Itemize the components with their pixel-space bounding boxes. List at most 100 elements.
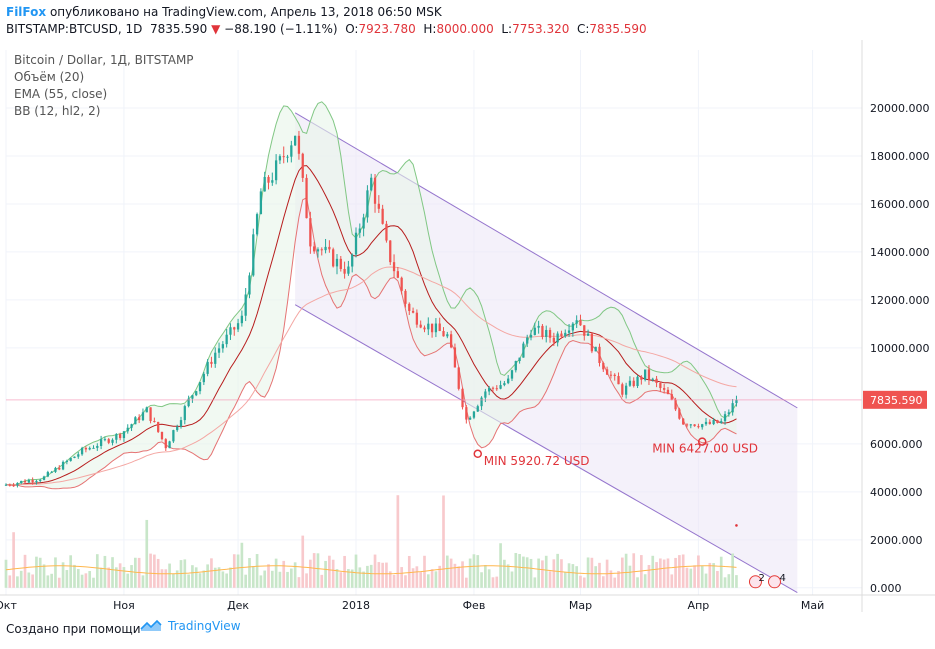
volume-bar bbox=[415, 566, 419, 588]
channel-lower-line bbox=[294, 304, 798, 594]
volume-bar bbox=[172, 573, 175, 588]
event-flag-icon bbox=[767, 575, 781, 589]
candle-body bbox=[115, 434, 118, 440]
candle-body bbox=[259, 191, 263, 215]
price-tick-label: 10000.000 bbox=[870, 342, 930, 355]
candle-body bbox=[244, 294, 247, 316]
candle-body bbox=[651, 378, 654, 380]
volume-bar bbox=[575, 566, 578, 588]
volume-bar bbox=[723, 577, 727, 588]
candle-body bbox=[640, 376, 643, 380]
candle-body bbox=[271, 180, 274, 183]
volume-bar bbox=[453, 563, 457, 588]
volume-bar bbox=[244, 574, 248, 588]
volume-bar bbox=[320, 574, 324, 588]
volume-bar bbox=[373, 554, 377, 588]
volume-bar bbox=[567, 563, 571, 588]
price-chart[interactable]: 7835.590 MIN 5920.72 USD MIN 6427.00 USD 2 4… bbox=[0, 40, 935, 612]
ohlc-line: BITSTAMP:BTCUSD, 1D 7835.590 ▼ −88.190 (… bbox=[6, 22, 647, 36]
candle-body bbox=[571, 323, 575, 331]
candle-body bbox=[54, 467, 57, 472]
candle-body bbox=[655, 378, 658, 384]
candle-body bbox=[39, 479, 42, 481]
price-tick-label: 0.000 bbox=[870, 582, 902, 595]
volume-bar bbox=[210, 558, 213, 588]
time-tick-label: Окт bbox=[0, 599, 17, 612]
candle-body bbox=[644, 369, 647, 380]
volume-bar bbox=[339, 572, 343, 588]
volume-bar bbox=[529, 558, 533, 588]
candle-body bbox=[160, 431, 164, 440]
author-name[interactable]: FilFox bbox=[6, 5, 47, 19]
candle-body bbox=[343, 268, 346, 274]
candle-body bbox=[621, 384, 624, 395]
marker-dot bbox=[735, 524, 738, 527]
candle-body bbox=[65, 460, 69, 462]
volume-bar bbox=[716, 570, 719, 588]
candle-body bbox=[579, 320, 582, 326]
candle-body bbox=[195, 391, 198, 396]
publish-line: FilFox опубликовано на TradingView.com, … bbox=[6, 5, 442, 19]
volume-bar bbox=[19, 570, 23, 588]
symbol-label[interactable]: BITSTAMP:BTCUSD, 1D bbox=[6, 22, 143, 36]
candle-body bbox=[118, 434, 122, 439]
volume-bar bbox=[503, 559, 506, 588]
price-axis[interactable]: 20000.000 18000.000 16000.000 14000.000 1200… bbox=[861, 40, 930, 612]
indicator-legend: Bitcoin / Dollar, 1Д, BITSTAMP Объём (20… bbox=[14, 53, 194, 118]
candle-body bbox=[35, 480, 38, 483]
candle-body bbox=[716, 420, 719, 424]
candle-body bbox=[236, 323, 240, 330]
volume-bar bbox=[628, 565, 632, 588]
volume-bar bbox=[358, 567, 362, 588]
volume-bar bbox=[335, 569, 339, 588]
change-value: −88.190 (−1.11%) bbox=[224, 22, 338, 36]
volume-bar bbox=[236, 554, 240, 588]
candle-body bbox=[23, 480, 27, 483]
candle-body bbox=[221, 344, 224, 349]
volume-bar bbox=[445, 555, 449, 588]
volume-bar bbox=[552, 559, 556, 588]
volume-bar bbox=[42, 564, 46, 588]
candle-body bbox=[176, 426, 179, 431]
candle-body bbox=[377, 203, 380, 209]
volume-bar bbox=[560, 559, 563, 588]
candle-body bbox=[609, 374, 613, 376]
candle-body bbox=[674, 399, 677, 410]
candle-body bbox=[366, 190, 369, 218]
legend-title[interactable]: Bitcoin / Dollar, 1Д, BITSTAMP bbox=[14, 53, 194, 67]
volume-bar bbox=[160, 569, 164, 588]
legend-volume[interactable]: Объём (20) bbox=[14, 70, 84, 84]
volume-bar bbox=[54, 557, 57, 588]
candle-body bbox=[111, 439, 114, 443]
candle-body bbox=[351, 254, 354, 267]
volume-bar bbox=[712, 563, 715, 588]
volume-bar bbox=[65, 570, 69, 588]
volume-bar bbox=[362, 571, 365, 588]
volume-bar bbox=[381, 562, 384, 588]
time-tick-label: Ноя bbox=[113, 599, 135, 612]
time-axis[interactable]: Окт Ноя Дек 2018 Фев Мар Апр Май bbox=[0, 594, 935, 612]
volume-bar bbox=[259, 575, 263, 588]
candle-body bbox=[229, 327, 232, 335]
candle-body bbox=[689, 424, 692, 426]
candle-body bbox=[153, 421, 156, 423]
volume-bar bbox=[107, 567, 111, 588]
legend-bb[interactable]: BB (12, hl2, 2) bbox=[14, 104, 100, 118]
candle-body bbox=[103, 439, 107, 441]
candle-body bbox=[491, 387, 495, 389]
volume-bar bbox=[659, 558, 662, 588]
volume-bar bbox=[198, 573, 202, 588]
candle-body bbox=[678, 409, 681, 419]
volume-bar bbox=[468, 558, 472, 588]
volume-bar bbox=[297, 577, 301, 588]
candle-body bbox=[731, 403, 734, 413]
candle-body bbox=[88, 448, 91, 450]
volume-bar bbox=[286, 571, 289, 588]
candle-body bbox=[84, 447, 88, 450]
volume-bar bbox=[731, 553, 734, 588]
candle-body bbox=[663, 388, 666, 390]
volume-bar bbox=[708, 562, 712, 588]
candle-body bbox=[602, 363, 605, 370]
legend-ema[interactable]: EMA (55, close) bbox=[14, 87, 107, 101]
tradingview-link[interactable]: TradingView bbox=[140, 619, 241, 633]
